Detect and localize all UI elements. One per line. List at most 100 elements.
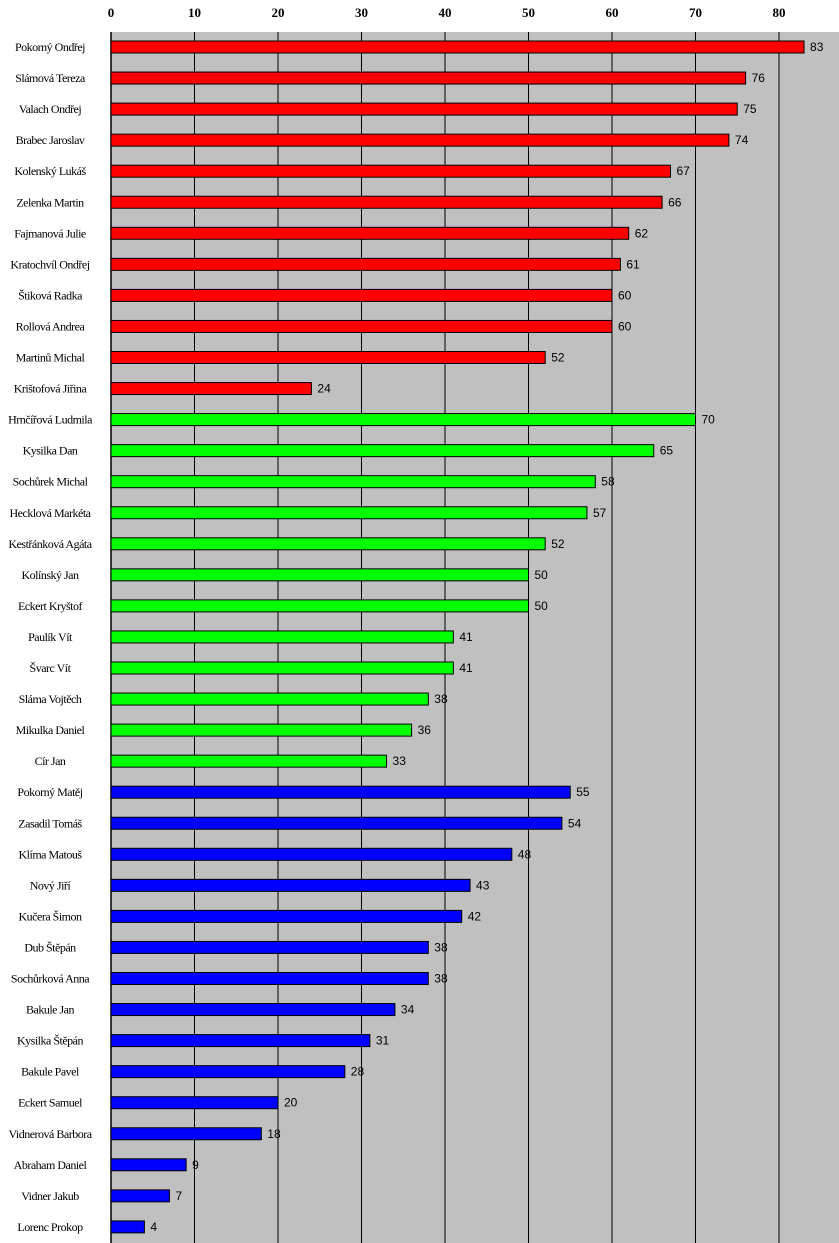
category-label: Lorenc Prokop (17, 1220, 83, 1234)
category-label: Hecklová Markéta (10, 506, 92, 520)
category-label: Zelenka Martin (16, 195, 84, 209)
bar (110, 506, 588, 520)
bar (110, 754, 388, 768)
category-label: Štiková Radka (18, 288, 83, 302)
x-tick-label: 0 (108, 5, 115, 20)
category-label: Hrnčířová Ludmila (8, 413, 93, 427)
category-label: Martinů Michal (16, 351, 86, 365)
bar (110, 537, 546, 551)
data-label: 18 (267, 1127, 281, 1141)
data-label: 60 (618, 288, 632, 302)
category-label: Kolínský Jan (22, 568, 80, 582)
category-label: Rollová Andrea (16, 319, 86, 333)
data-label: 41 (459, 661, 473, 675)
data-label: 50 (535, 568, 549, 582)
data-label: 66 (668, 195, 682, 209)
data-label: 42 (468, 909, 482, 923)
data-label: 48 (518, 847, 532, 861)
bar (110, 413, 696, 427)
data-label: 38 (434, 940, 448, 954)
category-label: Bakule Jan (26, 1003, 74, 1017)
data-label: 70 (702, 413, 716, 427)
category-label: Sochůrek Michal (13, 475, 89, 489)
bar (110, 40, 805, 54)
bar (110, 909, 463, 923)
bar (110, 475, 596, 489)
data-label: 67 (676, 164, 690, 178)
category-label: Kysilka Dan (23, 444, 78, 458)
category-label: Kysilka Štěpán (17, 1034, 83, 1048)
bar (110, 71, 747, 85)
bar (110, 1065, 346, 1079)
data-label: 33 (393, 754, 407, 768)
data-label: 43 (476, 878, 490, 892)
x-tick-label: 70 (689, 5, 702, 20)
category-label: Brabec Jaroslav (16, 133, 85, 147)
data-label: 62 (635, 226, 649, 240)
category-label: Klíma Matouš (19, 847, 83, 861)
bar (110, 1127, 262, 1141)
data-label: 75 (743, 102, 757, 116)
category-label: Kučera Šimon (19, 909, 82, 923)
category-label: Vidner Jakub (21, 1189, 79, 1203)
data-label: 57 (593, 506, 607, 520)
bar (110, 1034, 371, 1048)
data-label: 4 (150, 1220, 157, 1234)
data-label: 52 (551, 537, 565, 551)
bar (110, 940, 429, 954)
bar (110, 692, 429, 706)
bar (110, 444, 655, 458)
data-label: 52 (551, 351, 565, 365)
category-label: Pokorný Ondřej (15, 40, 85, 54)
bar (110, 878, 471, 892)
data-label: 38 (434, 692, 448, 706)
x-tick-label: 80 (773, 5, 786, 20)
category-label: Kratochvíl Ondřej (10, 257, 89, 271)
category-label: Mikulka Daniel (16, 723, 86, 737)
x-tick-label: 30 (355, 5, 368, 20)
bar (110, 599, 529, 613)
bar (110, 630, 454, 644)
category-label: Abraham Daniel (14, 1158, 88, 1172)
data-label: 55 (576, 785, 590, 799)
bar (110, 785, 571, 799)
bar (110, 133, 730, 147)
data-label: 31 (376, 1034, 390, 1048)
category-label: Fajmanová Julie (14, 226, 86, 240)
data-label: 74 (735, 133, 749, 147)
x-tick-label: 50 (522, 5, 535, 20)
data-label: 83 (810, 40, 824, 54)
category-label: Paulík Vít (28, 630, 73, 644)
data-label: 28 (351, 1065, 365, 1079)
bar (110, 723, 413, 737)
data-label: 36 (418, 723, 432, 737)
data-label: 41 (459, 630, 473, 644)
bar (110, 382, 312, 396)
bar (110, 1096, 279, 1110)
bar (110, 1189, 170, 1203)
category-label: Nový Jiří (30, 878, 72, 892)
category-label: Valach Ondřej (19, 102, 82, 116)
category-label: Sochůrková Anna (11, 972, 90, 986)
bar (110, 226, 630, 240)
data-label: 50 (535, 599, 549, 613)
category-label: Sláma Vojtěch (19, 692, 82, 706)
bar (110, 1158, 187, 1172)
bar (110, 164, 671, 178)
category-label: Zasadil Tomáš (18, 816, 82, 830)
bar (110, 351, 546, 364)
category-label: Kolenský Lukáš (14, 164, 86, 178)
category-label: Vidnerová Barbora (8, 1127, 92, 1141)
bar (110, 568, 529, 582)
x-tick-label: 20 (272, 5, 285, 20)
bar (110, 816, 563, 830)
x-tick-label: 10 (188, 5, 201, 20)
bar (110, 288, 613, 302)
bar (110, 102, 738, 116)
data-label: 9 (192, 1158, 199, 1172)
bar (110, 319, 613, 333)
category-label: Pokorný Matěj (17, 785, 82, 799)
data-label: 20 (284, 1096, 298, 1110)
bar (110, 972, 429, 985)
